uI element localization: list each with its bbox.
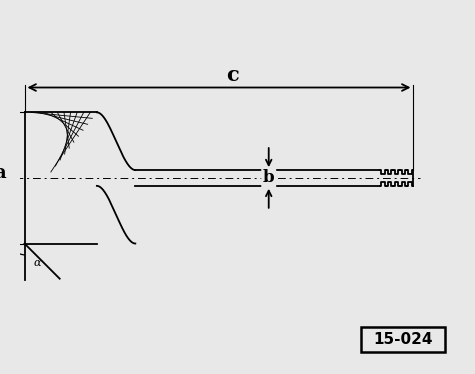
Text: c: c (226, 65, 239, 85)
Text: α: α (33, 258, 41, 267)
FancyBboxPatch shape (361, 327, 445, 352)
Text: a: a (0, 165, 6, 183)
Text: 15-024: 15-024 (373, 332, 433, 347)
Text: b: b (263, 169, 275, 187)
